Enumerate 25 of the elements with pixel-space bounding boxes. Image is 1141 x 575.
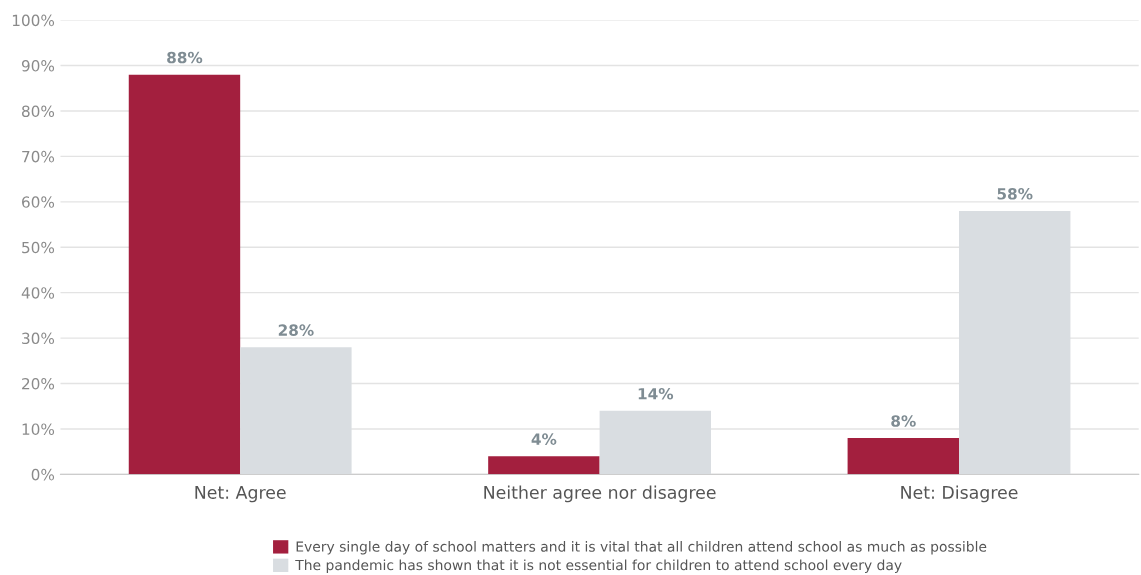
bar (128, 74, 241, 475)
data-label: 14% (638, 387, 674, 400)
y-tick-label: 20% (22, 377, 55, 390)
bar (847, 438, 960, 475)
data-label: 28% (278, 324, 314, 336)
legend-label: The pandemic has shown that it is not essential for children to attend school every day (295, 559, 902, 573)
y-tick-label: 40% (21, 287, 55, 299)
y-tick-label: 80% (22, 105, 55, 117)
y-tick-label: 60% (22, 196, 55, 208)
bar (488, 456, 600, 475)
y-tick-label: 100% (12, 14, 55, 27)
y-tick-label: 90% (21, 60, 55, 72)
data-label: 88% (167, 51, 203, 64)
x-tick-label: Neither agree nor disagree (484, 485, 716, 503)
y-tick-label: 50% (22, 241, 55, 254)
data-label: 58% (997, 188, 1033, 200)
legend-label: Every single day of school matters and it is vital that all children attend school as much as possible (296, 541, 987, 555)
data-label: 4% (531, 433, 557, 445)
y-tick-label: 0% (31, 468, 55, 481)
data-label: 8% (891, 415, 916, 427)
y-tick-label: 10% (22, 423, 55, 435)
x-tick-label: Net: Agree (195, 486, 286, 503)
x-tick-label: Net: Disagree (901, 485, 1018, 503)
y-tick-label: 70% (22, 150, 55, 163)
y-tick-label: 30% (22, 332, 55, 345)
